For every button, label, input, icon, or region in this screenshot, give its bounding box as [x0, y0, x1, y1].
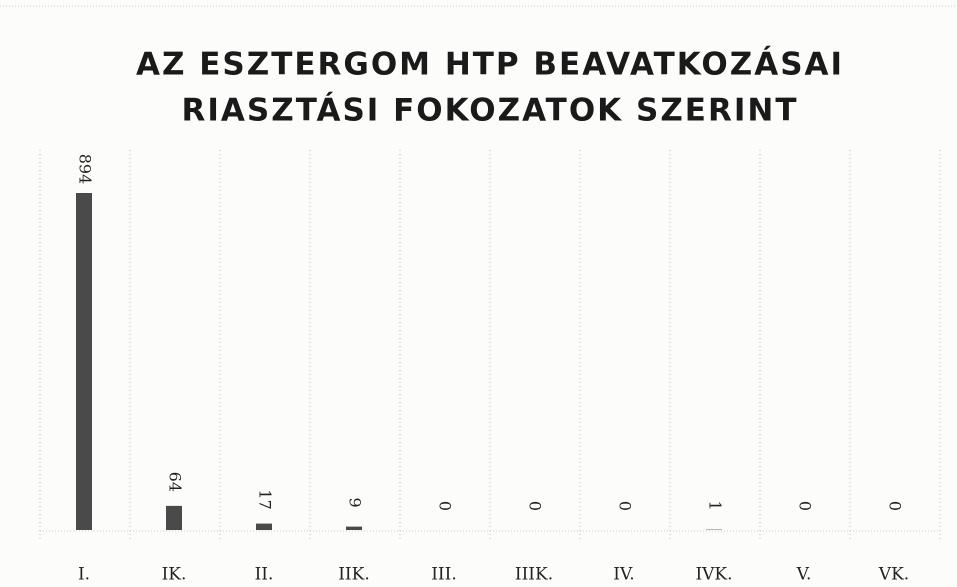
x-tick-label: IIIK. — [515, 565, 553, 585]
x-tick-label: IV. — [613, 565, 634, 585]
value-label: 0 — [796, 501, 815, 511]
x-tick-label: IIK. — [338, 565, 370, 585]
value-label: 894 — [76, 154, 95, 185]
x-tick-label: II. — [255, 565, 274, 585]
value-label: 0 — [616, 501, 635, 511]
value-label: 0 — [526, 501, 545, 511]
bar — [76, 193, 92, 530]
value-label: 0 — [436, 501, 455, 511]
x-tick-label: IK. — [162, 565, 187, 585]
x-tick-label: VK. — [878, 565, 909, 585]
value-label: 0 — [886, 501, 905, 511]
value-label: 64 — [166, 472, 185, 492]
bar — [346, 526, 362, 530]
x-tick-label: III. — [431, 565, 457, 585]
x-tick-label: IVK. — [695, 565, 732, 585]
value-label: 9 — [346, 498, 365, 508]
bar — [166, 505, 182, 530]
value-label: 1 — [706, 501, 725, 511]
x-tick-label: V. — [796, 565, 812, 585]
x-tick-label: I. — [78, 565, 90, 585]
chart-title: RIASZTÁSI FOKOZATOK SZERINT — [182, 93, 799, 129]
value-label: 17 — [256, 489, 275, 509]
bar — [256, 523, 272, 530]
chart-title: AZ ESZTERGOM HTP BEAVATKOZÁSAI — [136, 47, 844, 83]
